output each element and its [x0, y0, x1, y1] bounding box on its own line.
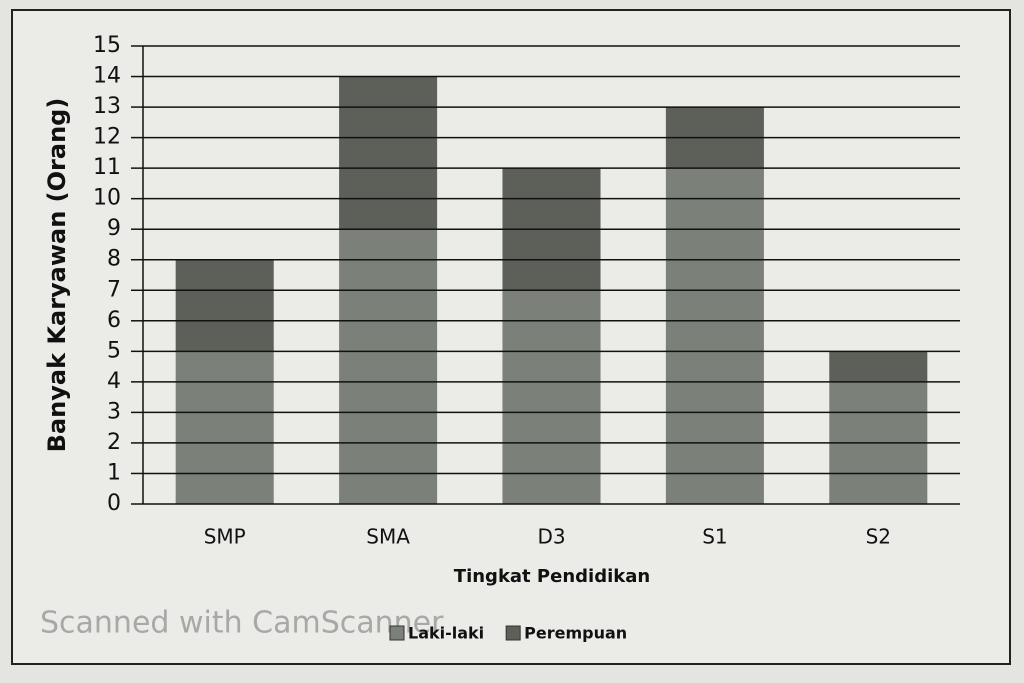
- bar-segment: [829, 351, 928, 382]
- y-tick-label: 2: [107, 430, 121, 455]
- bar-segment: [502, 290, 601, 504]
- legend-swatch: [505, 625, 521, 641]
- x-tick-label: SMP: [204, 525, 246, 549]
- x-tick-label: S1: [702, 525, 727, 549]
- y-tick-label: 8: [107, 247, 121, 272]
- y-tick-label: 7: [107, 277, 121, 302]
- bar-segment: [339, 76, 438, 230]
- bar-segment: [175, 351, 274, 504]
- y-tick-label: 11: [93, 155, 121, 180]
- y-tick-label: 15: [93, 33, 121, 58]
- y-tick-label: 14: [93, 64, 121, 89]
- x-tick-label: S2: [866, 525, 891, 549]
- bar-segment: [339, 229, 438, 504]
- x-axis-title: Tingkat Pendidikan: [454, 566, 650, 587]
- y-axis-title: Banyak Karyawan (Orang): [43, 98, 71, 453]
- y-tick-label: 3: [107, 399, 121, 424]
- watermark: Scanned with CamScanner: [40, 606, 444, 641]
- x-tick-label: D3: [537, 525, 565, 549]
- y-tick-label: 5: [107, 338, 121, 363]
- legend-label: Perempuan: [524, 624, 627, 643]
- x-tick-label: SMA: [366, 525, 410, 549]
- y-tick-label: 13: [93, 94, 121, 119]
- y-tick-label: 9: [107, 216, 121, 241]
- y-tick-label: 1: [107, 460, 121, 485]
- bar-segment: [175, 259, 274, 352]
- bar-segment: [665, 168, 764, 504]
- legend-label: Laki-laki: [408, 624, 484, 643]
- y-tick-label: 6: [107, 308, 121, 333]
- y-tick-label: 0: [107, 491, 121, 516]
- y-tick-label: 12: [93, 125, 121, 150]
- y-tick-label: 4: [107, 369, 121, 394]
- y-tick-label: 10: [93, 186, 121, 211]
- legend-swatch: [389, 625, 405, 641]
